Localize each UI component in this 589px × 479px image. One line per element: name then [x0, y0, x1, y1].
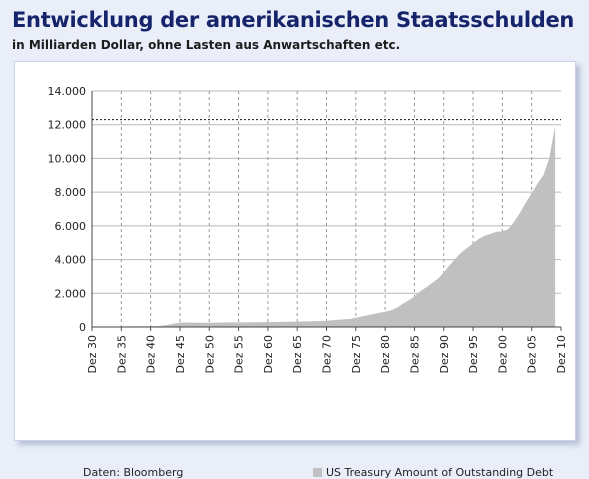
x-gridlines	[91, 91, 562, 331]
legend-swatch	[313, 468, 322, 477]
y-tick-label: 10.000	[48, 152, 87, 165]
x-tick-label: Dez 50	[203, 335, 216, 374]
x-tick-label: Dez 35	[115, 335, 128, 374]
source-note: Daten: Bloomberg	[83, 466, 184, 479]
chart-subtitle: in Milliarden Dollar, ohne Lasten aus An…	[12, 38, 401, 52]
x-tick-label: Dez 30	[86, 335, 99, 374]
x-tick-label: Dez 80	[379, 335, 392, 374]
legend: US Treasury Amount of Outstanding Debt	[313, 466, 553, 479]
x-tick-label: Dez 00	[496, 335, 509, 374]
x-tick-label: Dez 95	[467, 335, 480, 374]
x-tick-label: Dez 05	[526, 335, 539, 374]
y-tick-label: 8.000	[55, 186, 87, 199]
x-tick-label: Dez 10	[555, 335, 568, 374]
x-tick-label: Dez 45	[174, 335, 187, 374]
x-tick-label: Dez 40	[145, 335, 158, 374]
legend-label: US Treasury Amount of Outstanding Debt	[326, 466, 554, 479]
x-tick-label: Dez 55	[233, 335, 246, 374]
y-tick-label: 4.000	[55, 254, 87, 267]
y-tick-label: 14.000	[48, 85, 87, 98]
y-tick-label: 6.000	[55, 220, 87, 233]
x-tick-labels: Dez 30 Dez 35 Dez 40 Dez 45 Dez 50 Dez 55 Dez …	[86, 335, 568, 374]
axes	[91, 91, 561, 328]
x-tick-label: Dez 65	[291, 335, 304, 374]
chart-title: Entwicklung der amerikanischen Staatssch…	[12, 8, 575, 32]
y-tick-labels: 0 2.000 4.000 6.000 8.000 10.000 12.000 14.000	[48, 85, 87, 334]
area-chart: 02.0004.0006.0008.00010.00012.00014.000 …	[48, 85, 569, 374]
series-area	[92, 126, 556, 327]
series-layer	[92, 126, 556, 327]
chart-panel: 0 2.000 4.000 6.000 8.000 10.000 12.000 14.000 …	[14, 61, 576, 479]
x-tick-label: Dez 85	[408, 335, 421, 374]
x-tick-label: Dez 90	[438, 335, 451, 374]
y-tick-label: 0	[79, 321, 86, 334]
x-tick-label: Dez 60	[262, 335, 275, 374]
x-tick-label: Dez 70	[321, 335, 334, 374]
y-tick-label: 12.000	[48, 119, 87, 132]
y-tick-label: 2.000	[55, 287, 87, 300]
x-tick-label: Dez 75	[350, 335, 363, 374]
